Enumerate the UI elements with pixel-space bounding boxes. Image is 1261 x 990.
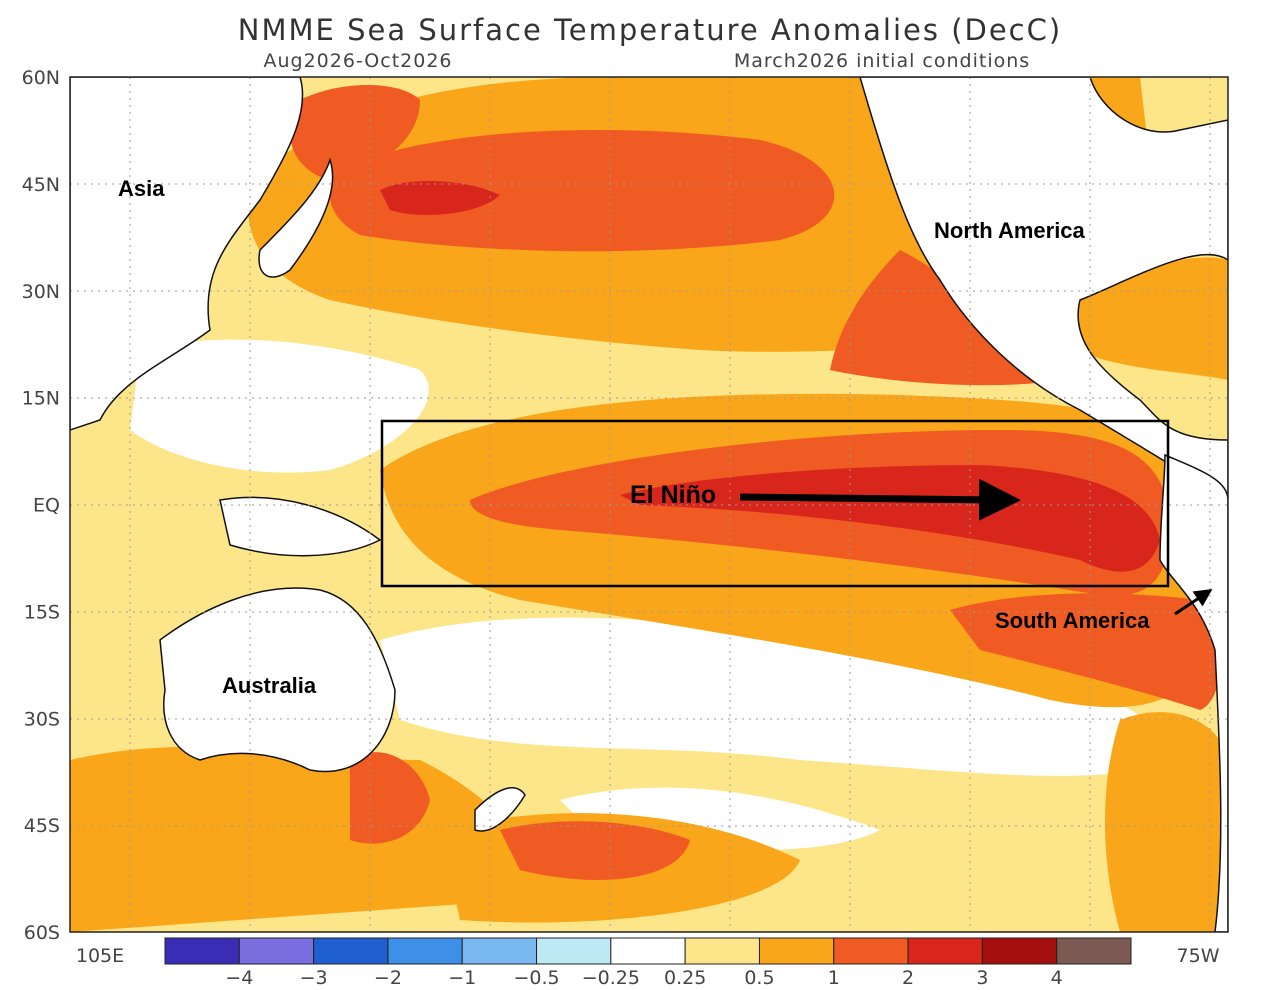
label-north-america: North America bbox=[934, 218, 1086, 243]
lat-label: 45S bbox=[24, 815, 60, 837]
graticule bbox=[70, 77, 1228, 932]
lat-label: EQ bbox=[33, 495, 60, 517]
land-japan bbox=[258, 157, 334, 278]
land-new-zealand bbox=[474, 787, 526, 832]
field-hotter bbox=[620, 465, 1160, 572]
field-hot bbox=[329, 130, 835, 252]
colorbar-swatch bbox=[833, 937, 909, 965]
colorbar-label: 3 bbox=[976, 967, 988, 989]
colorbar-swatch bbox=[981, 937, 1058, 965]
field-neutral bbox=[130, 339, 429, 473]
land-australia bbox=[159, 587, 396, 773]
colorbar-swatch bbox=[684, 937, 760, 965]
colorbar: −4 −3 −2 −1 −0.5 −0.25 0.25 0.5 1 2 3 4 bbox=[164, 937, 1132, 989]
lat-label: 15N bbox=[22, 388, 60, 410]
nino-box bbox=[380, 419, 1170, 588]
colorbar-swatch bbox=[536, 937, 612, 965]
field-hot bbox=[950, 593, 1220, 710]
field-hotter bbox=[380, 180, 500, 215]
colorbar-label: −4 bbox=[225, 967, 253, 989]
colorbar-swatch bbox=[1056, 937, 1132, 965]
lat-label: 30N bbox=[22, 281, 60, 303]
colorbar-label: 0.25 bbox=[664, 967, 706, 989]
lat-label: 30S bbox=[24, 708, 60, 730]
label-el-nino: El Niño bbox=[630, 481, 716, 509]
subtitle-period: Aug2026-Oct2026 bbox=[263, 50, 452, 72]
field-hot bbox=[500, 821, 690, 880]
title: NMME Sea Surface Temperature Anomalies (… bbox=[238, 13, 1062, 47]
colorbar-label: 0.5 bbox=[744, 967, 774, 989]
map-frame bbox=[69, 76, 1229, 933]
colorbar-swatch bbox=[758, 937, 835, 965]
lat-label: 60N bbox=[22, 67, 60, 89]
colorbar-swatch bbox=[313, 937, 389, 965]
lon-label: 105E bbox=[76, 945, 124, 967]
label-australia: Australia bbox=[222, 673, 317, 698]
anomaly-field bbox=[70, 77, 1228, 932]
subtitle-conditions: March2026 initial conditions bbox=[734, 50, 1030, 72]
colorbar-label: −0.25 bbox=[582, 967, 640, 989]
land-asia bbox=[70, 77, 304, 431]
colorbar-swatch bbox=[164, 937, 240, 965]
field-warm bbox=[1105, 712, 1228, 932]
label-asia: Asia bbox=[118, 176, 165, 201]
field-neutral bbox=[380, 617, 1180, 776]
colorbar-swatch bbox=[238, 937, 315, 965]
label-south-america: South America bbox=[995, 608, 1150, 633]
lat-label: 45N bbox=[22, 174, 60, 196]
colorbar-swatch bbox=[907, 937, 983, 965]
colorbar-label: −2 bbox=[374, 967, 402, 989]
colorbar-swatch bbox=[461, 937, 538, 965]
colorbar-swatch bbox=[610, 937, 686, 965]
lat-label: 60S bbox=[24, 922, 60, 944]
colorbar-label: −1 bbox=[448, 967, 476, 989]
south-america-arrow bbox=[1174, 589, 1213, 616]
lat-label: 15S bbox=[24, 601, 60, 623]
colorbar-label: −3 bbox=[300, 967, 328, 989]
lat-labels: 60N 45N 30N 15N EQ 15S 30S 45S 60S bbox=[22, 67, 60, 944]
colorbar-label: 4 bbox=[1051, 967, 1063, 989]
lon-label: 75W bbox=[1177, 945, 1220, 967]
land-north-america bbox=[859, 77, 1228, 501]
land-south-america bbox=[1159, 453, 1228, 932]
nino-arrow bbox=[739, 478, 1021, 521]
land-maritime-continent bbox=[219, 496, 382, 557]
colorbar-swatch bbox=[387, 937, 463, 965]
colorbar-label: −0.5 bbox=[513, 967, 559, 989]
field-hot bbox=[290, 85, 420, 180]
colorbar-label: 2 bbox=[902, 967, 914, 989]
colorbar-label: 1 bbox=[828, 967, 840, 989]
